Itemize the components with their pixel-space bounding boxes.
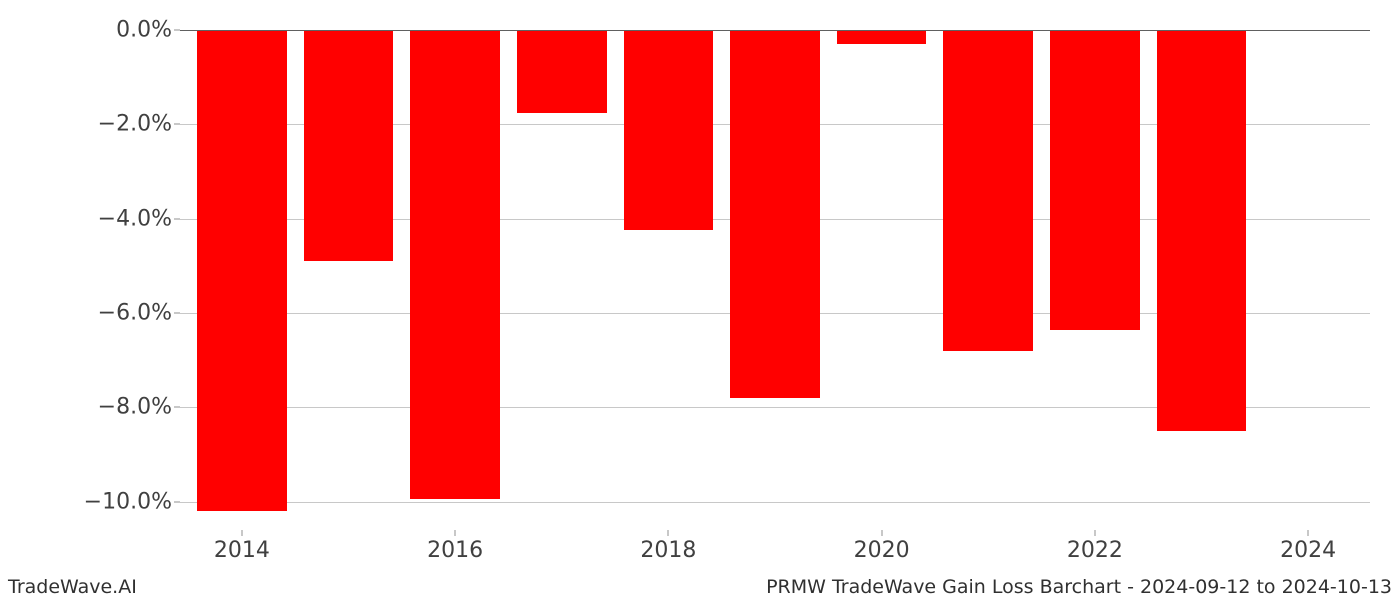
ytick-label: −8.0% [42,395,172,420]
ytick-label: −4.0% [42,206,172,231]
ytick-label: −10.0% [42,489,172,514]
xtick-label: 2020 [854,538,910,563]
chart-container: 0.0% −2.0% −4.0% −6.0% −8.0% −10.0% 2014 2016 2… [0,0,1400,600]
xtick-label: 2024 [1280,538,1336,563]
bar [304,30,394,261]
bar [410,30,500,499]
xtick-mark [881,530,882,536]
xtick-label: 2018 [640,538,696,563]
ytick-label: −2.0% [42,112,172,137]
bar [517,30,607,113]
bar [943,30,1033,351]
footer: TradeWave.AI PRMW TradeWave Gain Loss Ba… [0,576,1400,598]
xtick-label: 2014 [214,538,270,563]
xtick-mark [455,530,456,536]
xtick-label: 2022 [1067,538,1123,563]
zero-line [180,30,1370,31]
footer-left: TradeWave.AI [8,576,137,598]
gridline [180,502,1370,503]
xtick-mark [1308,530,1309,536]
bar [837,30,927,44]
plot-area [180,30,1370,530]
bar [730,30,820,398]
xtick-mark [241,530,242,536]
xtick-label: 2016 [427,538,483,563]
footer-right: PRMW TradeWave Gain Loss Barchart - 2024… [766,576,1392,598]
bar [624,30,714,230]
xtick-mark [668,530,669,536]
bar [1157,30,1247,431]
xtick-mark [1094,530,1095,536]
ytick-label: 0.0% [42,18,172,43]
ytick-label: −6.0% [42,301,172,326]
bar [197,30,287,511]
bar [1050,30,1140,330]
